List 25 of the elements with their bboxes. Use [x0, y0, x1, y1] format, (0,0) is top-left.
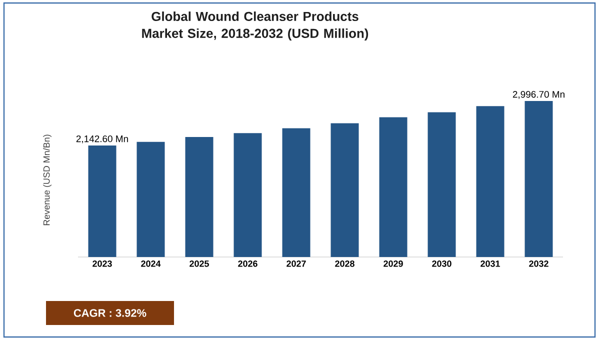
x-tick-label: 2030 [432, 260, 452, 267]
x-tick-label: 2029 [384, 260, 403, 267]
data-label: 2,142.60 Mn [76, 135, 128, 144]
bar [524, 101, 553, 257]
x-tick-label: 2031 [480, 260, 500, 267]
x-tick-label: 2032 [529, 260, 548, 267]
x-tick-label: 2025 [190, 260, 209, 267]
text: CAGR : 3.92% [74, 309, 146, 317]
bar [476, 106, 504, 257]
x-tick-label: 2026 [238, 260, 258, 267]
bar [136, 142, 165, 257]
y-axis-title: Revenue (USD Mn/Bn) [43, 134, 52, 226]
data-label: 2,996.70 Mn [512, 91, 564, 99]
bar [330, 123, 359, 257]
chart-title: Global Wound Cleanser Products Market Size, 2018-2032 (USD Million) [142, 12, 368, 41]
x-tick-label: 2023 [92, 260, 112, 267]
bar [282, 128, 310, 257]
x-tick-label: 2024 [141, 260, 161, 267]
x-tick-label: 2027 [286, 260, 306, 267]
bar [88, 145, 116, 257]
bar [379, 117, 408, 257]
bar [428, 112, 456, 257]
bar [185, 136, 214, 257]
bar [234, 133, 262, 257]
x-tick-label: 2028 [335, 260, 354, 267]
